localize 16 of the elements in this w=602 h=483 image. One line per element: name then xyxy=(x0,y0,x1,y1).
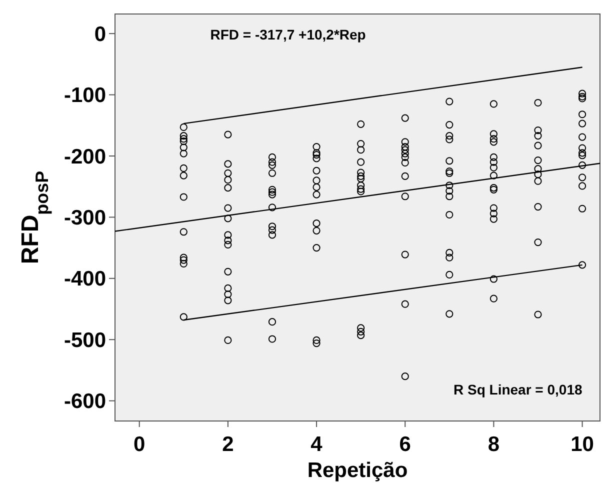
x-axis-title: Repetição xyxy=(307,459,408,482)
y-tick-label: -500 xyxy=(64,328,106,352)
annotation: R Sq Linear = 0,018 xyxy=(453,382,582,398)
y-tick-label: -400 xyxy=(64,268,106,291)
annotation: RFD = -317,7 +10,2*Rep xyxy=(210,26,366,43)
x-tick-label: 10 xyxy=(570,433,594,456)
x-tick-label: 2 xyxy=(222,433,234,456)
y-tick-label: -600 xyxy=(64,390,106,414)
x-tick-label: 8 xyxy=(488,433,500,456)
x-tick-label: 4 xyxy=(310,433,323,456)
y-tick-label: 0 xyxy=(94,22,106,46)
x-tick-label: 0 xyxy=(134,433,146,456)
y-tick-label: -100 xyxy=(64,84,106,108)
y-tick-label: -300 xyxy=(64,206,106,230)
y-tick-label: -200 xyxy=(64,145,106,168)
x-tick-label: 6 xyxy=(399,433,411,456)
